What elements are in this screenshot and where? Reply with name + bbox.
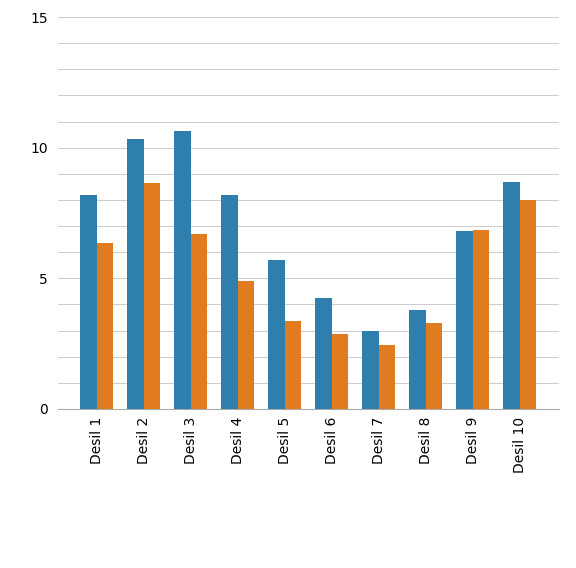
Bar — [175, 131, 191, 409]
Bar — [81, 195, 97, 409]
Bar — [378, 345, 395, 409]
Bar — [456, 231, 472, 409]
Bar — [520, 200, 536, 409]
Bar — [221, 195, 238, 409]
Legend: Median samlet inntekt, Median inntekt etter skatt: Median samlet inntekt, Median inntekt et… — [100, 565, 516, 568]
Bar — [144, 183, 160, 409]
Bar — [362, 331, 378, 409]
Bar — [285, 321, 301, 409]
Bar — [426, 323, 442, 409]
Bar — [191, 234, 207, 409]
Bar — [97, 243, 113, 409]
Bar — [238, 281, 254, 409]
Bar — [315, 298, 332, 409]
Bar — [472, 230, 489, 409]
Bar — [503, 182, 520, 409]
Bar — [409, 310, 426, 409]
Bar — [127, 139, 144, 409]
Bar — [268, 260, 285, 409]
Bar — [332, 335, 348, 409]
